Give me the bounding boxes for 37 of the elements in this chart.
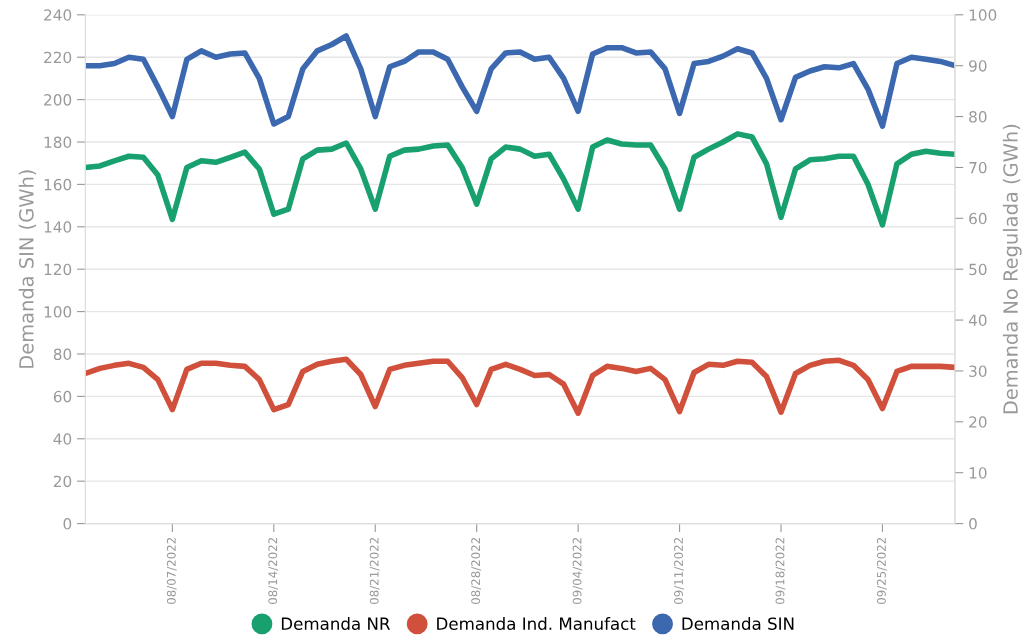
x-tick-label: 09/18/2022 xyxy=(775,537,786,605)
y2-tick-label: 80 xyxy=(969,111,987,123)
x-tick-label: 08/14/2022 xyxy=(268,537,279,605)
y2-tick-label: 50 xyxy=(969,263,987,276)
x-tick-label: 08/21/2022 xyxy=(369,537,380,605)
y2-tick-label: 100 xyxy=(969,9,997,21)
y2-tick-label: 0 xyxy=(969,518,977,530)
x-tick-label: 08/07/2022 xyxy=(166,537,177,605)
y-tick-label: 120 xyxy=(44,263,72,276)
y-tick-label: 100 xyxy=(44,306,72,318)
y-tick-label: 40 xyxy=(53,433,72,445)
y-tick-label: 180 xyxy=(44,136,72,149)
y-tick-label: 80 xyxy=(53,348,72,361)
y2-tick-label: 60 xyxy=(969,212,987,225)
y-tick-label: 200 xyxy=(44,94,72,106)
y-tick-label: 20 xyxy=(53,475,72,488)
y-tick-label: 240 xyxy=(44,9,72,21)
y2-tick-label: 70 xyxy=(969,161,987,174)
y2-tick-label: 30 xyxy=(969,365,987,377)
legend-label: Demanda SIN xyxy=(682,617,794,630)
y2-tick-label: 20 xyxy=(969,416,987,428)
legend-label: Demanda Ind. Manufact xyxy=(437,617,636,630)
y-tick-label: 160 xyxy=(44,178,72,191)
y-axis-title: Demanda SIN (GWh) xyxy=(18,170,37,368)
y2-tick-label: 40 xyxy=(968,314,987,327)
x-tick-label: 08/28/2022 xyxy=(471,537,482,605)
y-tick-label: 140 xyxy=(44,221,72,233)
x-tick-label: 09/25/2022 xyxy=(876,537,887,605)
x-tick-label: 09/11/2022 xyxy=(674,537,684,605)
y2-axis-title: Demanda No Regulada (GWh) xyxy=(1002,124,1022,414)
y-tick-label: 60 xyxy=(53,390,72,403)
y-tick-label: 0 xyxy=(63,518,72,530)
x-tick-label: 09/04/2022 xyxy=(572,537,583,605)
legend-label: Demanda NR xyxy=(281,617,391,630)
y2-tick-label: 90 xyxy=(969,60,987,72)
y-tick-label: 220 xyxy=(44,51,72,64)
y2-tick-label: 10 xyxy=(969,467,987,479)
